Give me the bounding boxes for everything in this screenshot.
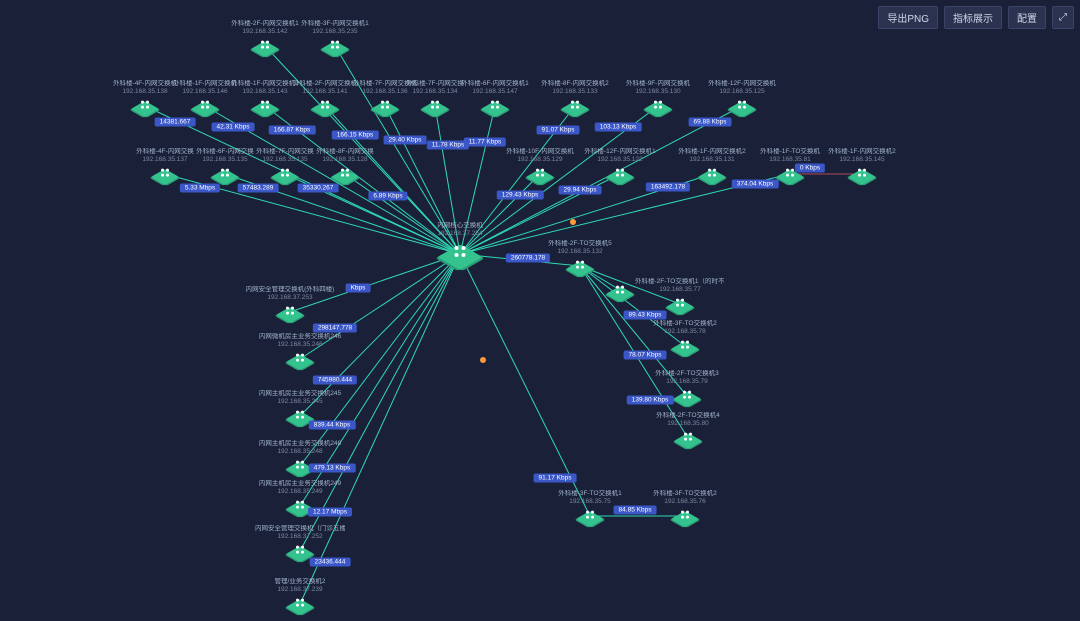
topology-edge	[460, 106, 742, 254]
topology-edge	[165, 174, 460, 254]
topology-edge	[300, 254, 460, 416]
topology-edge	[460, 174, 540, 254]
topology-edge	[300, 254, 460, 466]
topology-edge	[460, 174, 620, 254]
toolbar: 导出PNG 指标展示 配置 ⤢	[878, 6, 1074, 29]
topology-edge	[580, 266, 685, 346]
topology-edge	[460, 254, 580, 266]
topology-edge	[265, 46, 460, 254]
topology-edge	[460, 254, 590, 516]
topology-edge	[145, 106, 460, 254]
topology-edge	[335, 46, 460, 254]
topology-edge	[325, 106, 460, 254]
topology-edge	[300, 254, 460, 551]
topology-edge	[290, 254, 460, 312]
topology-edge	[345, 174, 460, 254]
topology-edge	[580, 266, 620, 290]
topology-canvas[interactable]	[0, 0, 1080, 621]
metrics-button[interactable]: 指标展示	[944, 6, 1002, 29]
topology-edge	[300, 254, 460, 506]
topology-edge	[580, 266, 687, 396]
topology-edge	[265, 106, 460, 254]
topology-edge	[460, 174, 712, 254]
fullscreen-icon[interactable]: ⤢	[1052, 6, 1074, 29]
export-png-button[interactable]: 导出PNG	[878, 6, 938, 29]
topology-edge	[580, 266, 688, 438]
topology-edge	[460, 174, 790, 254]
config-button[interactable]: 配置	[1008, 6, 1046, 29]
